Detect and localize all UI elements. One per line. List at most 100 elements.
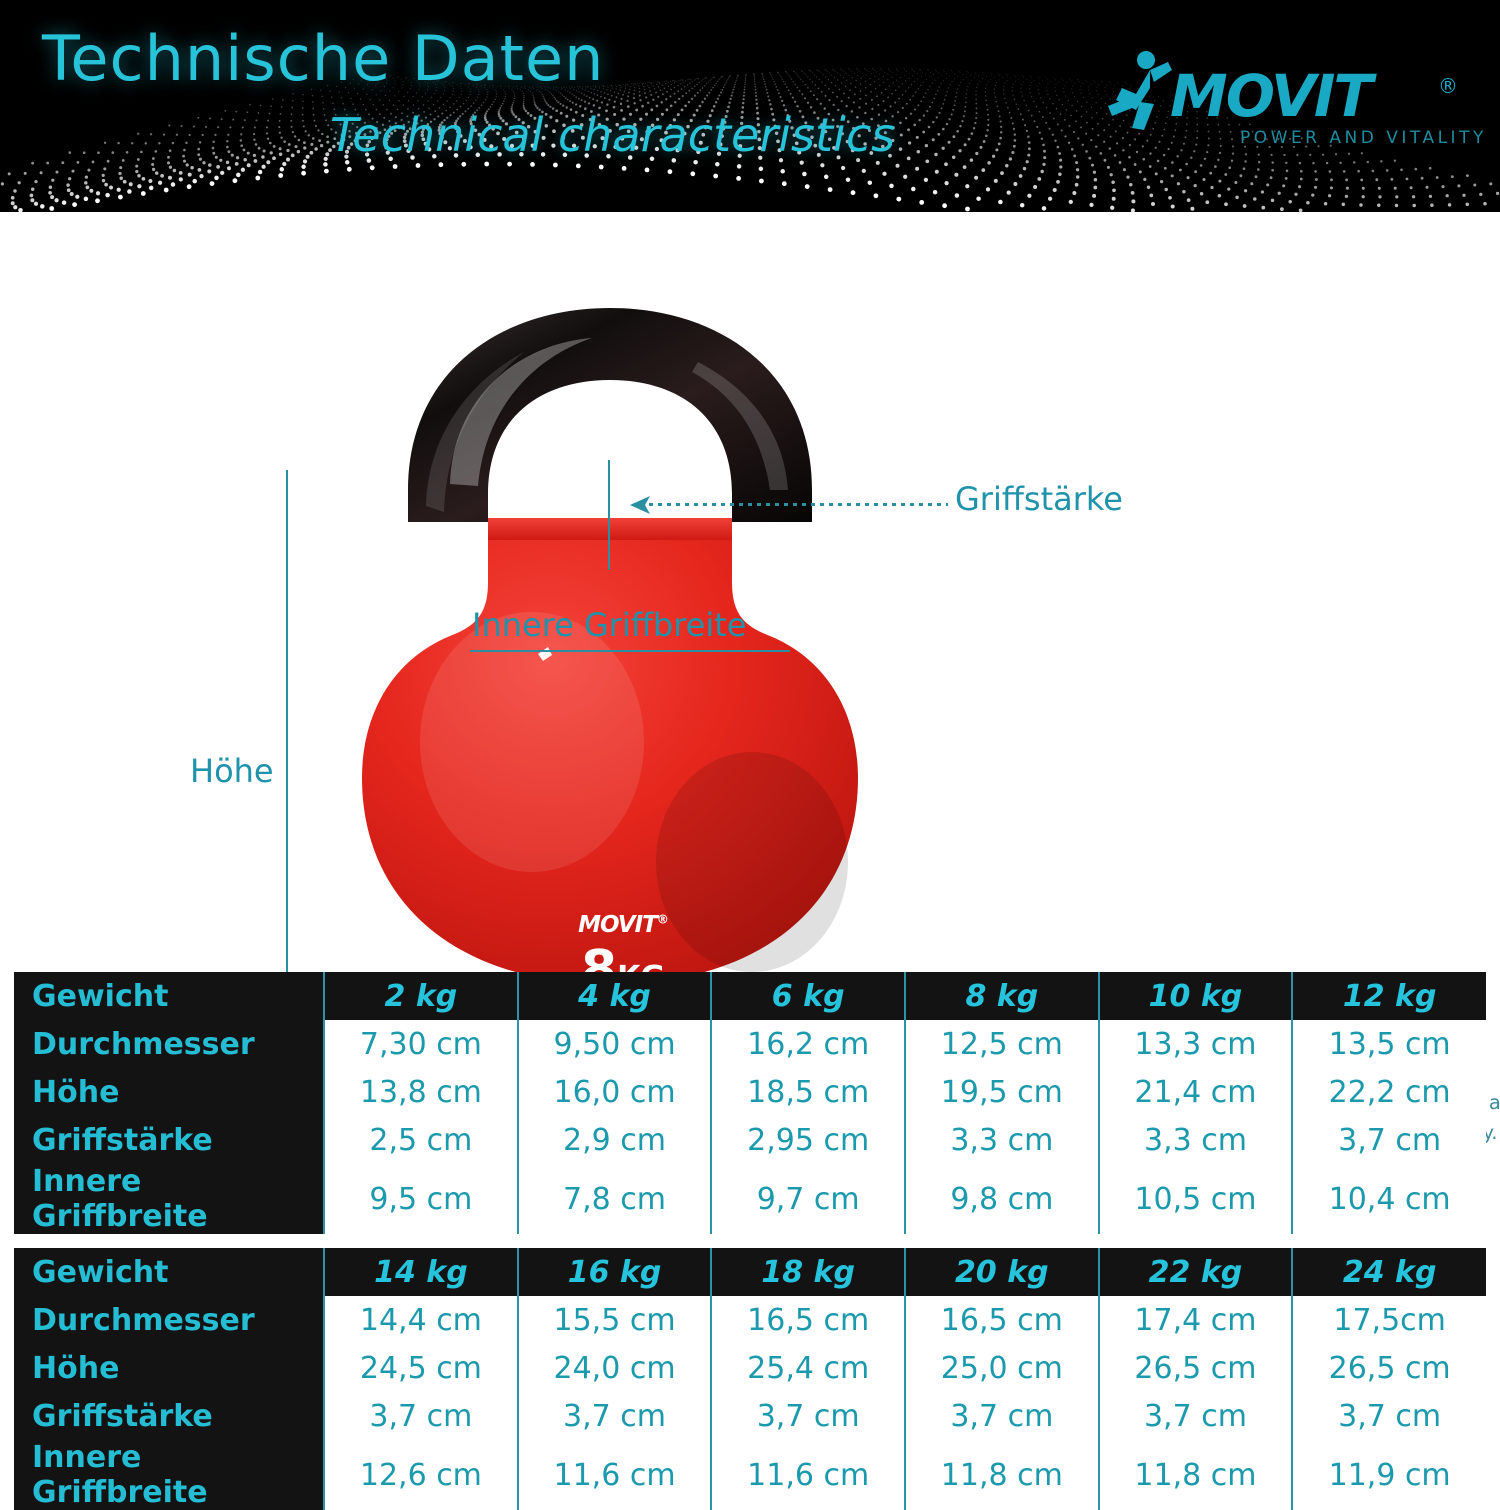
wave-dot-pattern xyxy=(0,67,1500,212)
table-cell: 2,5 cm xyxy=(323,1116,518,1164)
spec-table-light-weights: Gewicht 2 kg 4 kg 6 kg 8 kg 10 kg 12 kg … xyxy=(14,972,1486,1234)
spec-table-2: Gewicht 14 kg 16 kg 18 kg 20 kg 22 kg 24… xyxy=(14,1248,1486,1510)
column-header: 6 kg xyxy=(710,972,905,1020)
table-header-row: Gewicht 2 kg 4 kg 6 kg 8 kg 10 kg 12 kg xyxy=(14,972,1486,1020)
runner-icon xyxy=(1108,51,1172,130)
table-cell: 11,8 cm xyxy=(1097,1440,1293,1510)
table-cell: 26,5 cm xyxy=(1291,1344,1486,1392)
table-cell: 7,30 cm xyxy=(323,1020,518,1068)
table-cell: 11,9 cm xyxy=(1291,1440,1486,1510)
label-height: Höhe xyxy=(190,752,274,790)
product-diagram: MOVIT® 8KG Griffstärke Innere Griffbreit… xyxy=(0,212,1500,1177)
product-brand-name: MOVIT xyxy=(578,912,658,938)
table-cell: 13,8 cm xyxy=(323,1068,518,1116)
column-header: 18 kg xyxy=(710,1248,905,1296)
logo-tagline: POWER AND VITALITY xyxy=(1240,128,1487,148)
table-cell: 3,7 cm xyxy=(904,1392,1099,1440)
column-header: 4 kg xyxy=(516,972,712,1020)
table-cell: 16,5 cm xyxy=(904,1296,1099,1344)
table-cell: 3,3 cm xyxy=(904,1116,1099,1164)
table-cell: 11,6 cm xyxy=(710,1440,905,1510)
table-cell: 11,6 cm xyxy=(516,1440,712,1510)
inner-grip-width-line xyxy=(470,650,790,652)
row-label: Durchmesser xyxy=(14,1020,325,1068)
column-header: 10 kg xyxy=(1097,972,1293,1020)
column-header: 20 kg xyxy=(904,1248,1099,1296)
table-cell: 13,3 cm xyxy=(1097,1020,1293,1068)
table-cell: 16,2 cm xyxy=(710,1020,905,1068)
grip-thickness-arrow-icon xyxy=(630,496,650,514)
table-cell: 17,4 cm xyxy=(1097,1296,1293,1344)
table-row: Höhe 13,8 cm 16,0 cm 18,5 cm 19,5 cm 21,… xyxy=(14,1068,1486,1116)
row-label: Griffstärke xyxy=(14,1392,325,1440)
table-row: Durchmesser 7,30 cm 9,50 cm 16,2 cm 12,5… xyxy=(14,1020,1486,1068)
table-cell: 3,7 cm xyxy=(710,1392,905,1440)
height-dimension-line xyxy=(286,470,288,1115)
page-subtitle: Technical characteristics xyxy=(330,108,896,162)
table-cell: 3,7 cm xyxy=(1097,1392,1293,1440)
table-cell: 10,4 cm xyxy=(1291,1164,1486,1234)
label-inner-grip-width: Innere Griffbreite xyxy=(472,606,747,644)
product-brand-block: MOVIT® 8KG xyxy=(528,912,718,1000)
logo-registered-mark: ® xyxy=(1438,74,1458,98)
table-cell: 15,5 cm xyxy=(516,1296,712,1344)
table-cell: 2,9 cm xyxy=(516,1116,712,1164)
column-header: 14 kg xyxy=(323,1248,518,1296)
table-header-weight: Gewicht xyxy=(14,1248,325,1296)
row-label: Durchmesser xyxy=(14,1296,325,1344)
table-cell: 3,7 cm xyxy=(516,1392,712,1440)
table-cell: 16,5 cm xyxy=(710,1296,905,1344)
grip-thickness-leader-line xyxy=(640,503,948,506)
column-header: 2 kg xyxy=(323,972,518,1020)
table-cell: 17,5cm xyxy=(1291,1296,1486,1344)
grip-thickness-tick xyxy=(608,460,610,570)
row-label: Höhe xyxy=(14,1068,325,1116)
table-cell: 3,7 cm xyxy=(323,1392,518,1440)
table-cell: 16,0 cm xyxy=(516,1068,712,1116)
row-label: Griffstärke xyxy=(14,1116,325,1164)
row-label: Höhe xyxy=(14,1344,325,1392)
page-title: Technische Daten xyxy=(42,22,605,95)
page-header: Technische Daten Technical characteristi… xyxy=(0,0,1500,212)
table-cell: 10,5 cm xyxy=(1097,1164,1293,1234)
table-cell: 14,4 cm xyxy=(323,1296,518,1344)
table-cell: 22,2 cm xyxy=(1291,1068,1486,1116)
table-header-row: Gewicht 14 kg 16 kg 18 kg 20 kg 22 kg 24… xyxy=(14,1248,1486,1296)
table-header-weight: Gewicht xyxy=(14,972,325,1020)
table-cell: 9,50 cm xyxy=(516,1020,712,1068)
table-cell: 11,8 cm xyxy=(904,1440,1099,1510)
table-cell: 9,8 cm xyxy=(904,1164,1099,1234)
table-cell: 7,8 cm xyxy=(516,1164,712,1234)
kettlebell-illustration xyxy=(362,308,858,984)
table-cell: 12,5 cm xyxy=(904,1020,1099,1068)
table-cell: 26,5 cm xyxy=(1097,1344,1293,1392)
table-cell: 9,7 cm xyxy=(710,1164,905,1234)
table-cell: 19,5 cm xyxy=(904,1068,1099,1116)
movit-logo: MOVIT ® POWER AND VITALITY xyxy=(1100,48,1483,164)
table-cell: 3,3 cm xyxy=(1097,1116,1293,1164)
table-row: Griffstärke 3,7 cm 3,7 cm 3,7 cm 3,7 cm … xyxy=(14,1392,1486,1440)
table-cell: 18,5 cm xyxy=(710,1068,905,1116)
table-cell: 3,7 cm xyxy=(1291,1392,1486,1440)
table-row: Innere Griffbreite 12,6 cm 11,6 cm 11,6 … xyxy=(14,1440,1486,1510)
column-header: 12 kg xyxy=(1291,972,1486,1020)
column-header: 16 kg xyxy=(516,1248,712,1296)
spec-table-1: Gewicht 2 kg 4 kg 6 kg 8 kg 10 kg 12 kg … xyxy=(14,972,1486,1234)
row-label: Innere Griffbreite xyxy=(14,1164,325,1234)
label-grip-thickness: Griffstärke xyxy=(955,480,1123,518)
spec-table-heavy-weights: Gewicht 14 kg 16 kg 18 kg 20 kg 22 kg 24… xyxy=(14,1248,1486,1510)
table-cell: 24,0 cm xyxy=(516,1344,712,1392)
column-header: 8 kg xyxy=(904,972,1099,1020)
table-cell: 9,5 cm xyxy=(323,1164,518,1234)
table-cell: 2,95 cm xyxy=(710,1116,905,1164)
table-cell: 13,5 cm xyxy=(1291,1020,1486,1068)
column-header: 24 kg xyxy=(1291,1248,1486,1296)
table-cell: 25,4 cm xyxy=(710,1344,905,1392)
table-row: Griffstärke 2,5 cm 2,9 cm 2,95 cm 3,3 cm… xyxy=(14,1116,1486,1164)
table-cell: 24,5 cm xyxy=(323,1344,518,1392)
table-cell: 3,7 cm xyxy=(1291,1116,1486,1164)
table-row: Durchmesser 14,4 cm 15,5 cm 16,5 cm 16,5… xyxy=(14,1296,1486,1344)
product-brand-registered: ® xyxy=(656,912,669,927)
row-label: Innere Griffbreite xyxy=(14,1440,325,1510)
table-cell: 21,4 cm xyxy=(1097,1068,1293,1116)
